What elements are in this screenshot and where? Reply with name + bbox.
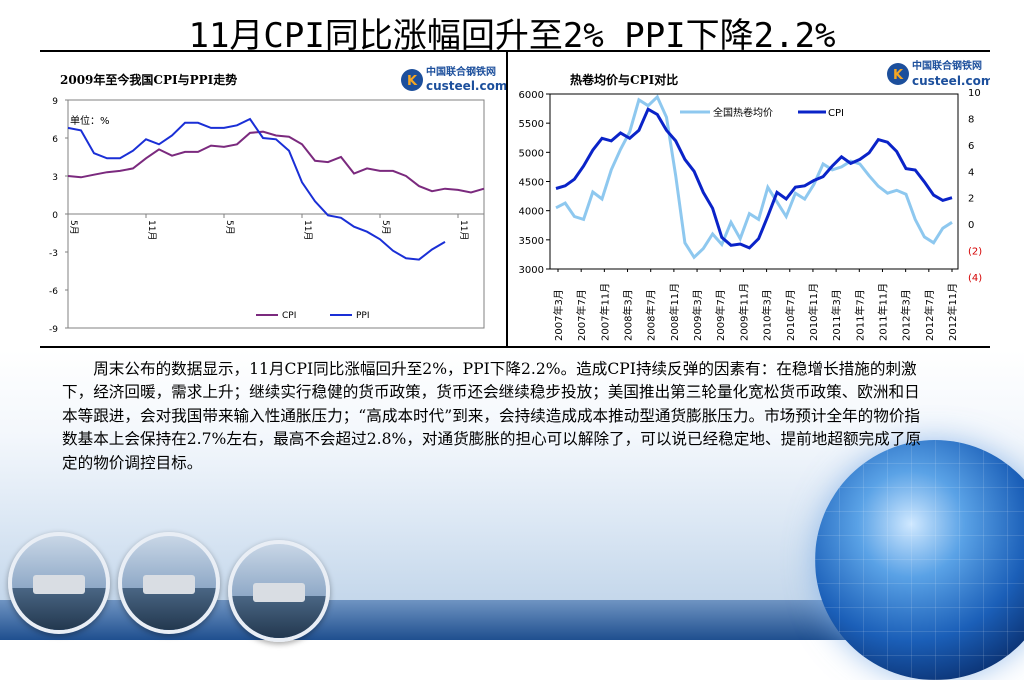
right-y-tick-label: (4) [968,273,982,284]
cpi-ppi-chart: 2009年至今我国CPI与PPI走势 K 中国联合钢铁网 custeel.com… [49,65,506,335]
ship-photo [118,532,220,634]
left-y-tick-label: 6000 [519,90,544,101]
x-tick-label: 2011年7月 [853,289,866,341]
series-line-cpi [67,130,485,194]
series-line-hrc [555,94,953,260]
left-y-tick-label: 3000 [519,265,544,276]
logo-name: 中国联合钢铁网 [426,65,496,78]
x-tick-label: 2008年11月 [668,283,681,341]
left-y-tick-label: 4000 [519,207,544,218]
right-y-tick-label: 0 [968,220,974,231]
series-line-ppi [67,117,446,261]
x-tick-label: 2010年7月 [784,289,797,341]
right-y-tick-label: 10 [968,88,981,99]
x-tick-label: 2008年3月 [622,289,635,341]
logo-url: custeel.com [426,79,506,93]
y-tick-label: 0 [52,211,58,221]
y-tick-label: 6 [52,135,58,145]
x-tick-label: 2007年3月 [552,289,565,341]
x-tick-label: 5月 [224,220,235,235]
hrc-cpi-chart: 热卷均价与CPI对比 K 中国联合钢铁网 custeel.com 6000 550… [519,59,990,341]
x-tick-label: 11月 [302,220,313,240]
chart-bottom-rule [40,346,990,348]
x-tick-label: 2012年11月 [946,283,959,341]
left-plot-area: 9 6 3 0 -3 -6 -9 5月 11月 5月 11月 5月 11月 CPI PPI [49,97,485,335]
right-plot-area: 6000 5500 5000 4500 4000 3500 3000 10 8 6 4 2 0 (2) (4… [519,88,983,341]
x-tick-label: 5月 [68,220,79,235]
x-tick-label: 11月 [146,220,157,240]
logo-url: custeel.com [912,74,990,88]
legend-label: PPI [356,311,370,321]
x-tick-label: 2012年7月 [923,289,936,341]
x-tick-label: 2009年11月 [737,283,750,341]
y-tick-label: -3 [49,249,58,259]
legend-label: CPI [828,108,844,119]
x-tick-label: 2012年3月 [900,289,913,341]
series-line-cpi [555,107,953,250]
train-photo [228,540,330,642]
panel-divider [506,52,508,346]
x-tick-label: 11月 [458,220,469,240]
x-tick-label: 2009年7月 [714,289,727,341]
left-y-tick-label: 3500 [519,236,544,247]
slide-title: 11月CPI同比涨幅回升至2% PPI下降2.2% [188,16,836,56]
left-y-tick-label: 5000 [519,148,544,159]
left-y-tick-label: 5500 [519,119,544,130]
left-y-tick-label: 4500 [519,178,544,189]
unit-label: 单位：% [70,114,110,127]
x-tick-label: 5月 [380,220,391,235]
svg-text:K: K [893,68,904,83]
y-tick-label: 3 [52,173,58,183]
x-tick-label: 2009年3月 [691,289,704,341]
chart-title: 热卷均价与CPI对比 [570,72,678,87]
x-tick-label: 2010年11月 [807,283,820,341]
x-tick-label: 2011年11月 [876,283,889,341]
x-tick-label: 2007年11月 [598,283,611,341]
x-tick-label: 2008年7月 [645,289,658,341]
chart-title: 2009年至今我国CPI与PPI走势 [60,72,237,87]
legend-label: CPI [282,311,296,321]
right-y-tick-label: (2) [968,247,982,258]
x-tick-label: 2010年3月 [761,289,774,341]
svg-text:K: K [407,74,418,89]
legend-label: 全国热卷均价 [713,106,773,119]
x-tick-label: 2007年7月 [575,289,588,341]
x-tick-label: 2011年3月 [830,289,843,341]
right-y-tick-label: 8 [968,114,974,125]
y-tick-label: -6 [49,287,58,297]
title-rule [40,50,990,52]
right-y-tick-label: 4 [968,167,974,178]
custeel-logo: K 中国联合钢铁网 custeel.com [887,59,990,88]
right-y-tick-label: 2 [968,194,974,205]
y-tick-label: 9 [52,97,58,107]
y-tick-label: -9 [49,325,58,335]
plot-frame [549,93,959,270]
logo-name: 中国联合钢铁网 [912,59,982,72]
right-y-tick-label: 6 [968,141,974,152]
body-paragraph: 周末公布的数据显示，11月CPI同比涨幅回升至2%，PPI下降2.2%。造成CP… [62,360,921,472]
custeel-logo: K 中国联合钢铁网 custeel.com [401,65,506,93]
truck-photo [8,532,110,634]
